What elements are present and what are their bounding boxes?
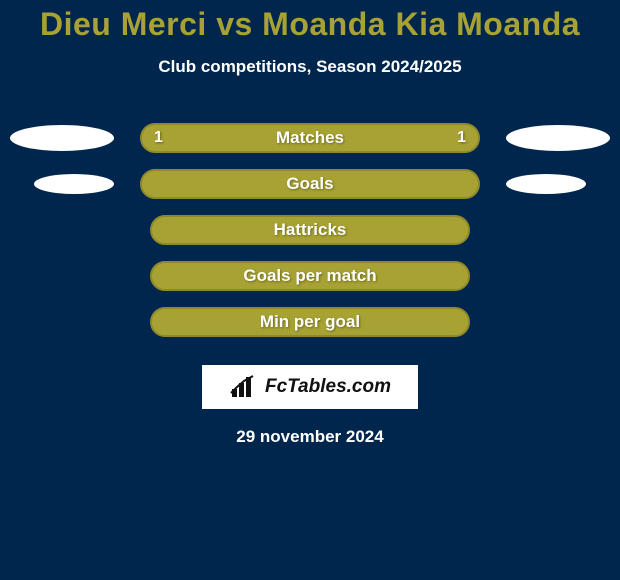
player-left-oval — [10, 125, 114, 151]
stat-row: 1 Matches 1 — [0, 115, 620, 161]
stat-label: Goals — [286, 174, 333, 194]
comparison-infographic: Dieu Merci vs Moanda Kia Moanda Club com… — [0, 0, 620, 580]
stat-row: Goals per match — [0, 253, 620, 299]
stat-bar: Goals per match — [150, 261, 470, 291]
stat-row: Hattricks — [0, 207, 620, 253]
player-right-oval — [506, 125, 610, 151]
stat-row: Min per goal — [0, 299, 620, 345]
stat-label: Min per goal — [260, 312, 360, 332]
stat-bar: Min per goal — [150, 307, 470, 337]
stat-label: Hattricks — [274, 220, 347, 240]
logo-text: FcTables.com — [265, 376, 391, 398]
date-text: 29 november 2024 — [0, 427, 620, 447]
stat-rows: 1 Matches 1 Goals Hattricks Goals per match Mi… — [0, 115, 620, 345]
stat-label: Matches — [276, 128, 344, 148]
bars-icon — [229, 375, 259, 399]
stat-bar: Hattricks — [150, 215, 470, 245]
logo-box: FcTables.com — [202, 365, 418, 409]
stat-label: Goals per match — [243, 266, 376, 286]
stat-value-left: 1 — [154, 129, 163, 147]
player-left-oval — [34, 174, 114, 194]
page-title: Dieu Merci vs Moanda Kia Moanda — [0, 0, 620, 43]
subtitle: Club competitions, Season 2024/2025 — [0, 57, 620, 77]
stat-bar: 1 Matches 1 — [140, 123, 480, 153]
stat-row: Goals — [0, 161, 620, 207]
stat-bar: Goals — [140, 169, 480, 199]
stat-value-right: 1 — [457, 129, 466, 147]
player-right-oval — [506, 174, 586, 194]
